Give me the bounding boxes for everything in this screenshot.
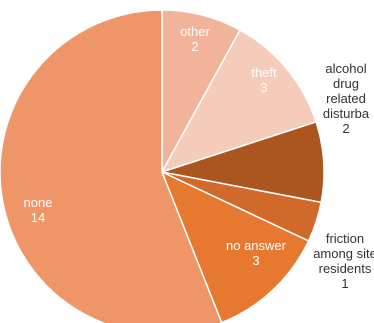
pie-labels: other2theft3alcoholdrugrelateddisturba2f… [24, 24, 374, 291]
slice-label-other: other [180, 24, 210, 39]
slice-label-friction-among-site-residents: residents [319, 261, 372, 276]
pie-slices [0, 9, 325, 323]
value-label-none: 14 [31, 210, 45, 225]
value-label-other: 2 [191, 39, 198, 54]
slice-none [0, 9, 223, 323]
slice-label-none: none [24, 195, 53, 210]
value-label-alcohol-drug-related-disturba: 2 [342, 121, 349, 136]
slice-theft [160, 29, 318, 174]
slice-label-alcohol-drug-related-disturba: drug [333, 76, 359, 91]
slice-label-theft: theft [251, 65, 277, 80]
slice-no-answer [160, 170, 310, 323]
slice-label-friction-among-site-residents: friction [326, 231, 364, 246]
value-label-friction-among-site-residents: 1 [341, 276, 348, 291]
value-label-theft: 3 [260, 80, 267, 95]
slice-label-alcohol-drug-related-disturba: related [326, 91, 366, 106]
slice-label-no-answer: no answer [226, 238, 287, 253]
slice-label-alcohol-drug-related-disturba: alcohol [325, 61, 366, 76]
slice-label-friction-among-site-residents: among site [313, 246, 374, 261]
value-label-no-answer: 3 [252, 253, 259, 268]
slice-label-alcohol-drug-related-disturba: disturba [323, 106, 370, 121]
